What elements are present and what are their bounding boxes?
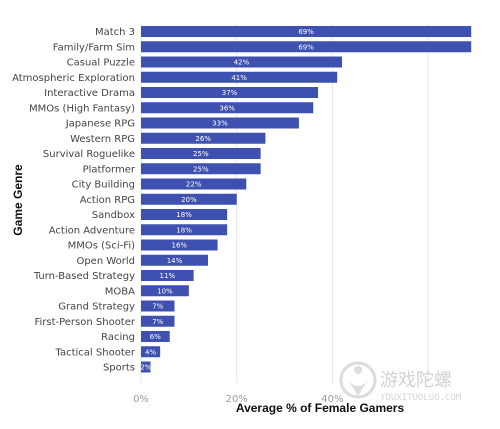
value-label: 33%: [212, 120, 228, 128]
x-tick-labels: 0% 20% 40%: [133, 394, 343, 405]
category-label: First-Person Shooter: [34, 317, 135, 328]
category-label: MMOs (High Fantasy): [29, 103, 135, 114]
bar: [141, 346, 161, 358]
category-label: Tactical Shooter: [55, 347, 136, 358]
value-label: 25%: [193, 150, 209, 158]
value-label: 69%: [298, 43, 314, 51]
category-label: Sandbox: [92, 210, 135, 221]
category-label: Grand Strategy: [58, 302, 135, 313]
y-axis-title: Game Genre: [11, 164, 25, 236]
bar: [141, 102, 314, 114]
category-label: Survival Roguelike: [43, 149, 135, 160]
bar: [141, 300, 175, 312]
bar: [141, 71, 338, 83]
category-label: MMOs (Sci-Fi): [68, 241, 135, 252]
spinning-top-logo-icon: [339, 361, 377, 399]
value-label: 16%: [172, 242, 188, 250]
value-label: 42%: [234, 59, 250, 67]
category-label: Turn-Based Strategy: [33, 271, 135, 282]
value-label: 14%: [167, 257, 183, 265]
value-label: 41%: [231, 74, 247, 82]
bar: [141, 87, 319, 98]
bar: [141, 331, 170, 342]
category-label: Family/Farm Sim: [53, 42, 135, 53]
bar: [141, 26, 472, 37]
bar: [141, 117, 299, 129]
x-axis-title: Average % of Female Gamers: [236, 401, 405, 415]
category-label: Casual Puzzle: [67, 58, 135, 69]
bar: [141, 254, 208, 266]
bar: [141, 224, 228, 236]
value-label: 18%: [176, 211, 192, 219]
category-label: Action RPG: [80, 195, 135, 206]
category-label: Platformer: [83, 164, 136, 175]
bar: [141, 178, 247, 190]
value-label: 20%: [181, 196, 197, 204]
x-tick-label: 40%: [321, 394, 343, 405]
value-label: 11%: [160, 272, 176, 280]
category-label: Match 3: [95, 27, 135, 38]
category-labels: Match 3 Family/Farm Sim Casual Puzzle Atmos…: [12, 27, 136, 374]
value-label: 36%: [219, 104, 235, 112]
watermark: 游戏陀螺 YOUXITUOLUO.COM: [339, 361, 462, 403]
value-label: 7%: [152, 318, 163, 326]
bar: [141, 56, 342, 68]
bar: [141, 132, 266, 144]
value-label: 25%: [193, 165, 209, 173]
bar: [141, 239, 218, 251]
bar: [141, 270, 194, 281]
category-label: MOBA: [105, 286, 135, 297]
value-label: 6%: [150, 333, 161, 341]
bar: [141, 163, 261, 175]
category-label: Atmospheric Exploration: [12, 73, 135, 84]
category-label: Western RPG: [70, 134, 135, 145]
value-label: 18%: [176, 226, 192, 234]
value-label: 26%: [195, 135, 211, 143]
category-label: Sports: [103, 363, 135, 374]
category-label: City Building: [72, 180, 135, 191]
value-labels: 69% 69% 42% 41% 37% 36% 33%26% 25% 25% 22% 20% 18% 1…: [140, 28, 314, 372]
bar: [141, 361, 151, 373]
category-label: Action Adventure: [49, 225, 135, 236]
bar: [141, 41, 472, 53]
value-label: 37%: [222, 89, 238, 97]
category-label: Interactive Drama: [44, 88, 135, 99]
x-tick-label: 0%: [133, 394, 149, 405]
x-tick-label: 20%: [226, 394, 248, 405]
value-label: 22%: [186, 181, 202, 189]
value-label: 10%: [157, 287, 173, 295]
bar: [141, 285, 189, 297]
bar: [141, 209, 228, 220]
watermark-text: 游戏陀螺: [380, 370, 452, 391]
value-label: 69%: [298, 28, 314, 36]
category-label: Racing: [101, 332, 135, 343]
value-label: 7%: [152, 303, 163, 311]
category-label: Open World: [76, 256, 135, 267]
bar: [141, 148, 261, 159]
bar: [141, 315, 175, 327]
watermark-subtext: YOUXITUOLUO.COM: [380, 393, 462, 403]
value-label: 4%: [145, 348, 156, 356]
bar: [141, 193, 237, 205]
value-label: 2%: [140, 364, 151, 372]
bars: [141, 26, 472, 373]
category-label: Japanese RPG: [65, 119, 135, 130]
